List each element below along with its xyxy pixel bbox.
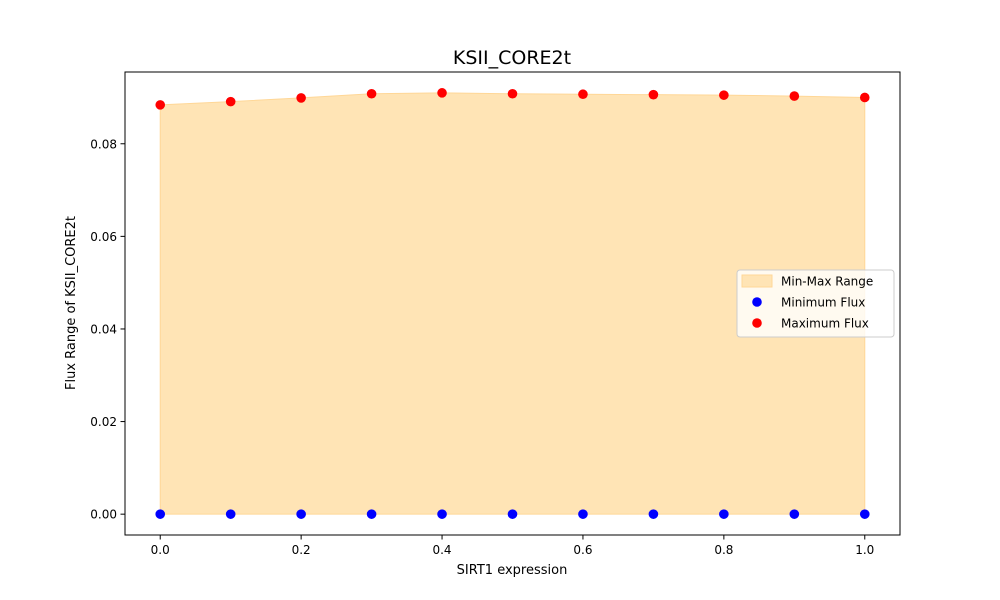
x-tick-label: 0.2 [292,543,311,557]
legend-label: Maximum Flux [781,317,869,331]
maximum-flux-point [719,90,729,100]
legend-label: Min-Max Range [781,275,873,289]
legend-marker-minimum [752,297,762,307]
minimum-flux-point [296,509,306,519]
minimum-flux-point [719,509,729,519]
maximum-flux-point [366,88,377,99]
maximum-flux-point [789,91,800,101]
maximum-flux-point [225,96,236,107]
maximum-flux-point [296,93,306,103]
minimum-flux-point [648,509,659,519]
maximum-flux-point [155,100,166,110]
maximum-flux-point [578,89,588,100]
minimum-flux-point [578,509,588,519]
x-axis-label: SIRT1 expression [457,563,568,578]
maximum-flux-point [648,89,659,100]
y-tick-label: 0.04 [90,322,117,336]
legend-swatch-range [741,274,773,288]
minimum-flux-point [155,509,166,519]
y-axis: 0.00 0.02 0.04 0.06 0.08 [90,137,125,522]
maximum-flux-point [507,88,518,99]
minimum-flux-point [366,509,377,519]
maximum-flux-point [859,92,870,103]
maximum-flux-point [437,88,447,98]
minimum-flux-point [859,509,870,519]
y-axis-label: Flux Range of KSII_CORE2t [64,216,79,390]
legend: Min-Max Range Minimum Flux Maximum Flux [736,269,895,338]
legend-marker-maximum [752,318,762,328]
plot-area [155,88,870,519]
minimum-flux-point [507,509,518,519]
x-tick-label: 0.8 [714,543,733,557]
minimum-flux-point [789,509,800,519]
legend-label: Minimum Flux [781,296,865,310]
legend-box [736,269,895,338]
x-tick-label: 0.6 [573,543,592,557]
minimum-flux-point [225,509,236,519]
x-axis: 0.0 0.2 0.4 0.6 0.8 1.0 [151,535,874,557]
y-tick-label: 0.06 [90,230,117,244]
x-tick-label: 1.0 [855,543,874,557]
axes-frame [124,71,901,536]
y-tick-label: 0.08 [90,137,117,151]
chart-title: KSII_CORE2t [453,47,571,69]
x-tick-label: 0.4 [432,543,451,557]
y-tick-label: 0.00 [90,508,117,522]
minimum-flux-point [437,509,447,519]
y-tick-label: 0.02 [90,415,117,429]
x-tick-label: 0.0 [151,543,170,557]
